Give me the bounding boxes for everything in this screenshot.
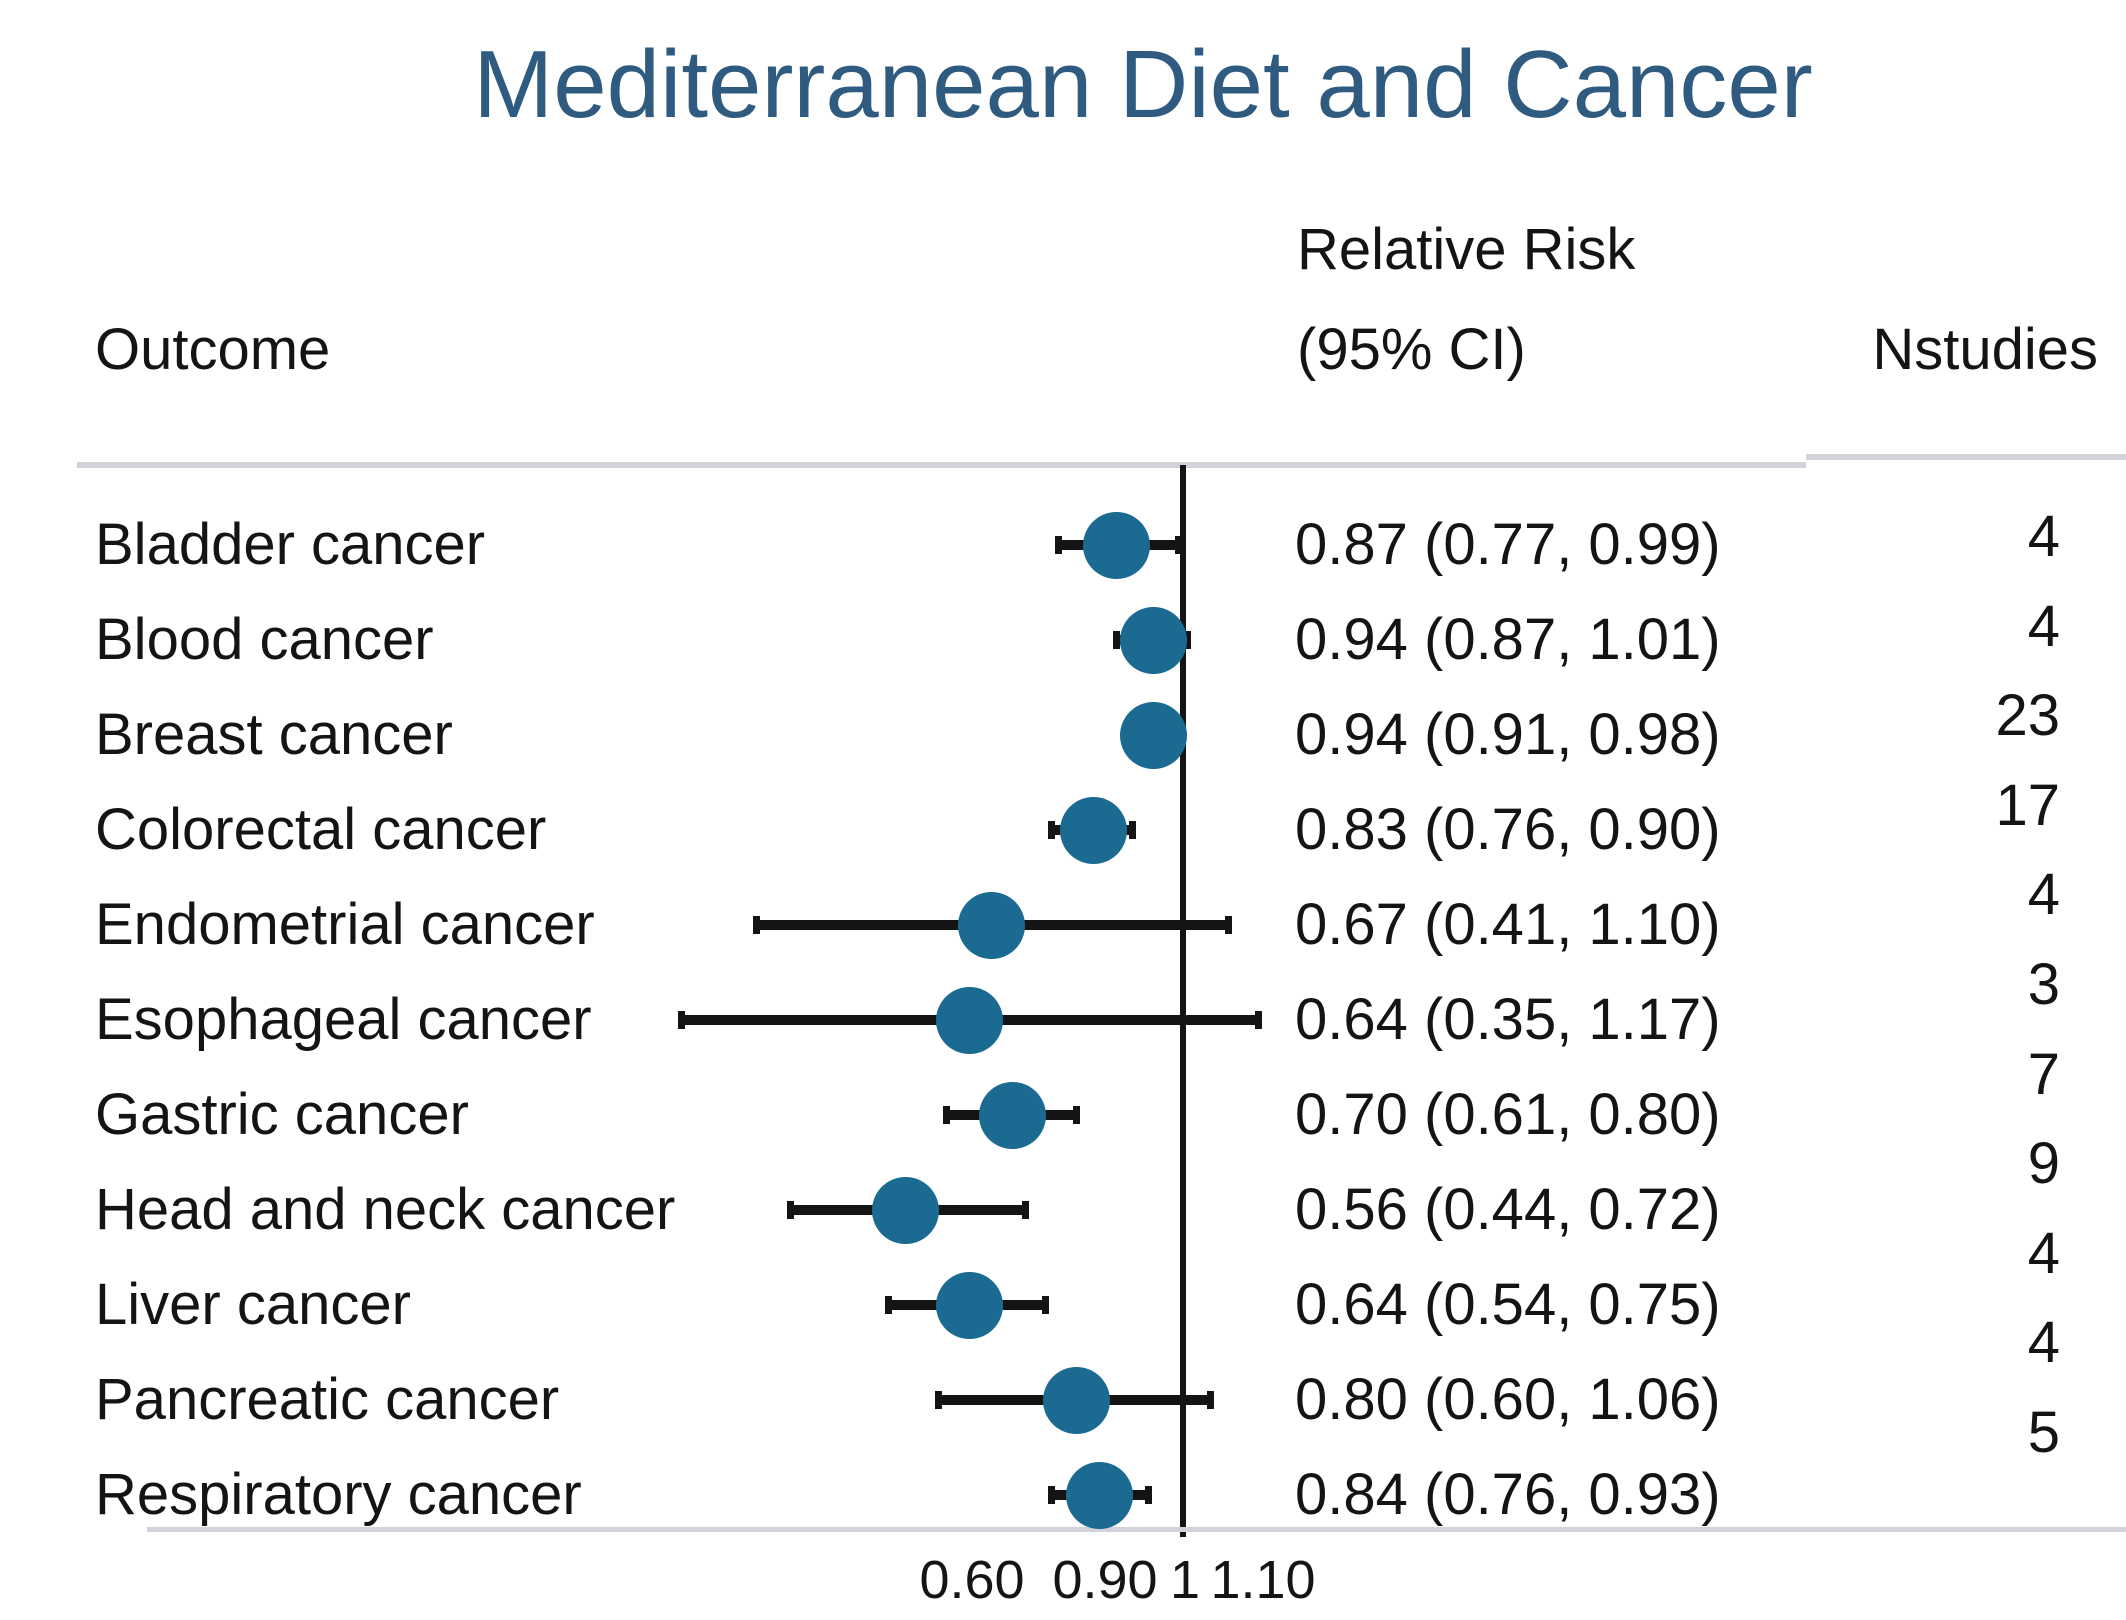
- outcome-label: Endometrial cancer: [95, 892, 595, 957]
- ci-cap-left: [1048, 1486, 1056, 1504]
- outcome-label: Respiratory cancer: [95, 1462, 582, 1527]
- outcome-label: Gastric cancer: [95, 1082, 469, 1147]
- ci-cap-right: [1184, 631, 1192, 649]
- ci-cap-right: [1072, 1106, 1080, 1124]
- ci-cap-left: [943, 1106, 951, 1124]
- nstudies-value: 4: [2027, 504, 2060, 569]
- ci-cap-right: [1041, 1296, 1049, 1314]
- axis-baseline: [147, 1527, 2126, 1532]
- nstudies-value: 4: [2027, 862, 2060, 928]
- reference-line-rr-1: [1180, 465, 1186, 1537]
- ci-cap-right: [1144, 1486, 1152, 1504]
- rr-ci-value: 0.80 (0.60, 1.06): [1295, 1367, 1721, 1432]
- rr-point-marker: [1119, 701, 1187, 769]
- outcome-label: Colorectal cancer: [95, 797, 547, 862]
- nstudies-value: 3: [2027, 952, 2060, 1017]
- rr-ci-value: 0.70 (0.61, 0.80): [1295, 1082, 1721, 1147]
- rr-ci-value: 0.83 (0.76, 0.90): [1295, 797, 1721, 862]
- ci-cap-right: [1022, 1201, 1030, 1219]
- x-tick-label: 1.10: [1210, 1550, 1316, 1610]
- nstudies-column-header: Nstudies: [1872, 317, 2098, 382]
- ci-cap-left: [677, 1011, 685, 1029]
- rr-point-marker: [1082, 511, 1150, 579]
- outcome-label: Bladder cancer: [95, 512, 486, 577]
- outcome-label: Liver cancer: [95, 1272, 411, 1337]
- ci-cap-left: [1048, 821, 1056, 839]
- nstudies-value: 4: [2027, 1220, 2060, 1286]
- nstudies-value: 4: [2027, 1310, 2060, 1376]
- ci-cap-left: [1054, 536, 1062, 554]
- rr-ci-value: 0.94 (0.91, 0.98): [1295, 702, 1721, 767]
- nstudies-value: 17: [1995, 772, 2060, 838]
- outcome-label: Head and neck cancer: [95, 1177, 676, 1242]
- ci-cap-right: [1254, 1011, 1262, 1029]
- header-separator-left: [77, 462, 1806, 468]
- relative-risk-column-header: Relative Risk: [1297, 217, 1636, 282]
- ci-cap-right: [1207, 1391, 1215, 1409]
- rr-point-marker: [1060, 796, 1128, 864]
- ci-cap-right: [1174, 536, 1182, 554]
- nstudies-value: 23: [1995, 683, 2060, 749]
- rr-point-marker: [1119, 606, 1187, 674]
- rr-point-marker: [958, 891, 1026, 959]
- chart-title: Mediterranean Diet and Cancer: [473, 31, 1813, 138]
- x-tick-label: 0.90: [1052, 1550, 1158, 1610]
- rr-ci-value: 0.67 (0.41, 1.10): [1295, 892, 1721, 957]
- nstudies-value: 9: [2027, 1131, 2060, 1197]
- ci-cap-left: [1112, 631, 1120, 649]
- header-separator-right: [1806, 454, 2126, 460]
- ci-cap-left: [753, 916, 761, 934]
- nstudies-value: 4: [2027, 593, 2060, 659]
- ci-cap-left: [884, 1296, 892, 1314]
- outcome-label: Blood cancer: [95, 607, 434, 672]
- rr-ci-value: 0.64 (0.54, 0.75): [1295, 1272, 1721, 1337]
- ci-cap-left: [787, 1201, 795, 1219]
- outcome-label: Breast cancer: [95, 702, 453, 767]
- rr-point-marker: [872, 1176, 940, 1244]
- rr-point-marker: [1066, 1461, 1134, 1529]
- outcome-label: Pancreatic cancer: [95, 1367, 560, 1432]
- ci-cap-right: [1225, 916, 1233, 934]
- rr-point-marker: [936, 1271, 1004, 1339]
- rr-point-marker: [936, 986, 1004, 1054]
- x-tick-label: 0.60: [919, 1550, 1025, 1610]
- ci-cap-left: [935, 1391, 943, 1409]
- ci-column-subheader: (95% CI): [1297, 317, 1526, 382]
- rr-ci-value: 0.56 (0.44, 0.72): [1295, 1177, 1721, 1242]
- x-tick-label: 1: [1169, 1550, 1201, 1610]
- outcome-label: Esophageal cancer: [95, 987, 592, 1052]
- rr-point-marker: [1042, 1366, 1110, 1434]
- ci-cap-right: [1129, 821, 1137, 839]
- nstudies-value: 5: [2027, 1400, 2060, 1465]
- rr-ci-value: 0.94 (0.87, 1.01): [1295, 607, 1721, 672]
- rr-ci-value: 0.87 (0.77, 0.99): [1295, 512, 1721, 577]
- outcome-column-header: Outcome: [95, 317, 331, 382]
- rr-ci-value: 0.84 (0.76, 0.93): [1295, 1462, 1721, 1527]
- rr-ci-value: 0.64 (0.35, 1.17): [1295, 987, 1721, 1052]
- rr-point-marker: [979, 1081, 1046, 1149]
- nstudies-value: 7: [2027, 1041, 2060, 1107]
